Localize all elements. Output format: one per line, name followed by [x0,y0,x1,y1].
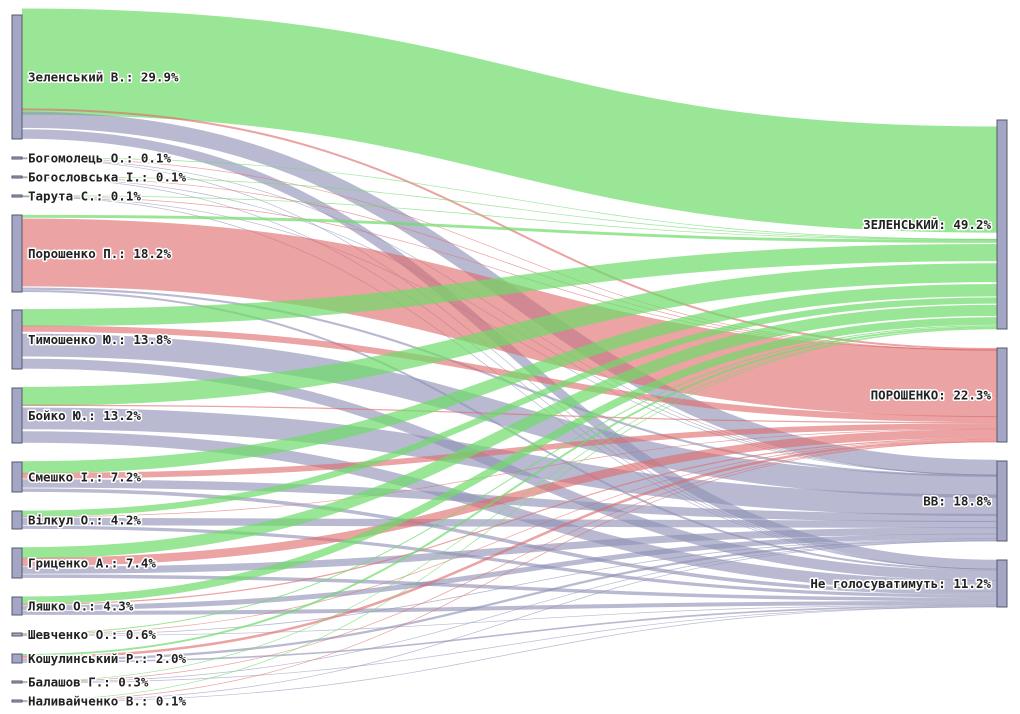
source-node-nalyvaichenko[interactable] [11,699,23,703]
flow-poroshenko_p-to-por [21,218,998,418]
flow-balashov-to-vv [21,540,998,683]
target-label-vv: ВВ: 18.8% [923,494,991,509]
source-node-bogomolets[interactable] [11,156,23,160]
flow-smeshko-to-zel [21,284,998,474]
source-label-smeshko: Смешко І.: 7.2% [28,470,141,485]
source-label-tymoshenko: Тимошенко Ю.: 13.8% [28,332,171,347]
flow-nalyvaichenko-to-vv [21,540,998,702]
flow-grytsenko-to-por [21,429,998,567]
flow-smeshko-to-por [21,423,998,479]
flow-tymoshenko-to-zel [21,243,998,327]
source-label-poroshenko_p: Порошенко П.: 18.2% [28,246,171,261]
target-label-ng: Не голосуватимуть: 11.2% [810,576,991,591]
flow-balashov-to-zel [21,328,998,682]
flow-boyko-to-por [21,404,998,424]
source-node-taruta[interactable] [11,194,23,198]
source-node-balashov[interactable] [11,680,23,684]
flow-poroshenko_p-to-zel [21,214,998,243]
flow-lyashko-to-ng [21,600,998,615]
flow-koshulynsky-to-vv [21,538,998,661]
flow-boyko-to-ng [21,431,998,592]
source-label-shevchenko: Шевченко О.: 0.6% [28,627,156,642]
flow-shevchenko-to-vv [21,538,998,636]
flow-balashov-to-por [21,441,998,683]
flow-shevchenko-to-zel [21,325,998,635]
flow-bogomolets-to-zel [21,157,998,240]
source-label-grytsenko: Гриценко А.: 7.4% [28,556,156,571]
flow-lyashko-to-vv [21,533,998,611]
source-label-lyashko: Ляшко О.: 4.3% [28,599,134,614]
source-node-bogoslovska[interactable] [11,175,23,179]
flow-smeshko-to-ng [21,488,998,595]
source-label-bogomolets: Богомолець О.: 0.1% [28,151,171,166]
links-layer [21,8,998,703]
flow-boyko-to-zel [21,263,998,406]
source-node-boyko[interactable] [11,387,23,444]
source-label-bogoslovska: Богословська І.: 0.1% [28,170,187,185]
source-node-smeshko[interactable] [11,461,23,493]
flow-nalyvaichenko-to-zel [21,328,998,701]
target-node-zel[interactable] [996,119,1008,330]
source-node-zel_v[interactable] [11,14,23,140]
source-label-nalyvaichenko: Наливайченко В.: 0.1% [28,694,187,709]
flow-koshulynsky-to-zel [21,326,998,656]
target-label-zel: ЗЕЛЕНСЬКИЙ: 49.2% [863,217,991,232]
flow-nalyvaichenko-to-por [21,441,998,702]
flow-vilkul-to-por [21,428,998,518]
flow-shevchenko-to-ng [21,604,998,637]
flow-koshulynsky-to-ng [21,605,998,663]
flow-bogoslovska-to-zel [21,176,998,240]
labels-layer: Зеленський В.: 29.9% Богомолець О.: 0.1% Б… [27,68,993,710]
flow-vilkul-to-vv [21,517,998,529]
source-node-grytsenko[interactable] [11,547,23,579]
source-node-vilkul[interactable] [11,510,23,530]
source-label-boyko: Бойко Ю.: 13.2% [28,408,141,423]
source-label-koshulynsky: Кошулинський Р.: 2.0% [28,651,187,666]
target-node-por[interactable] [996,347,1008,443]
flow-zel_v-to-zel [21,8,998,233]
nodes-layer [11,14,1008,703]
flow-grytsenko-to-zel [21,304,998,559]
source-label-balashov: Балашов Г.: 0.3% [28,675,149,690]
flow-taruta-to-zel [21,195,998,241]
source-label-taruta: Тарута С.: 0.1% [28,189,141,204]
flow-shevchenko-to-por [21,438,998,635]
flow-lyashko-to-zel [21,317,998,605]
target-node-vv[interactable] [996,460,1008,542]
source-node-poroshenko_p[interactable] [11,214,23,293]
target-label-por: ПОРОШЕНКО: 22.3% [871,388,992,403]
flow-koshulynsky-to-por [21,439,998,659]
flow-grytsenko-to-vv [21,527,998,574]
source-node-lyashko[interactable] [11,596,23,616]
source-node-tymoshenko[interactable] [11,309,23,370]
flow-lyashko-to-por [21,437,998,605]
source-label-vilkul: Вілкул О.: 4.2% [28,513,141,528]
target-node-ng[interactable] [996,559,1008,608]
flow-vilkul-to-zel [21,297,998,517]
flow-balashov-to-ng [21,606,998,684]
source-node-koshulynsky[interactable] [11,653,23,664]
flow-grytsenko-to-ng [21,574,998,602]
flow-nalyvaichenko-to-ng [21,606,998,703]
flow-tymoshenko-to-vv [21,333,998,498]
source-node-shevchenko[interactable] [11,632,23,637]
source-label-zel_v: Зеленський В.: 29.9% [28,70,179,85]
